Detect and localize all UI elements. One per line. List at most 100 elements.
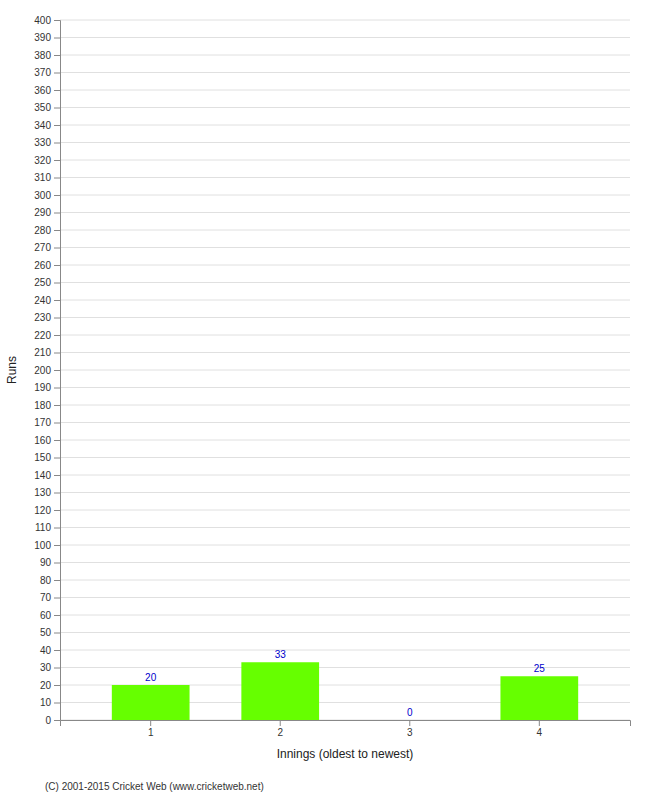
y-tick-label: 140: [34, 470, 51, 481]
bars: [112, 662, 578, 720]
y-tick-mark: [54, 545, 60, 546]
grid-line: [60, 352, 630, 353]
y-tick: 10: [40, 697, 60, 708]
y-tick-mark: [54, 528, 60, 529]
grid-line: [60, 125, 630, 126]
x-tick-label: 4: [537, 727, 543, 738]
y-tick-mark: [54, 720, 60, 721]
x-axis: 1234: [61, 720, 631, 738]
y-tick-label: 150: [34, 452, 51, 463]
x-tick-mark: [150, 720, 151, 726]
y-tick-mark: [54, 615, 60, 616]
y-tick-label: 30: [40, 662, 52, 673]
y-tick-label: 380: [34, 50, 51, 61]
grid-line: [60, 597, 630, 598]
y-tick-label: 190: [34, 382, 51, 393]
y-tick: 350: [34, 102, 60, 113]
y-tick-mark: [54, 125, 60, 126]
bar: [371, 720, 449, 721]
grid-line: [60, 212, 630, 213]
y-tick: 230: [34, 312, 60, 323]
grid-line: [60, 457, 630, 458]
y-tick-label: 80: [40, 575, 52, 586]
y-tick-mark: [54, 178, 60, 179]
y-tick: 60: [40, 610, 60, 621]
data-label: 33: [275, 649, 287, 660]
y-tick: 20: [40, 680, 60, 691]
y-tick: 260: [34, 260, 60, 271]
y-tick-label: 60: [40, 610, 52, 621]
y-tick-label: 250: [34, 277, 51, 288]
y-tick-mark: [54, 370, 60, 371]
y-tick: 90: [40, 557, 60, 568]
x-tick-label: 1: [148, 727, 154, 738]
y-tick-mark: [54, 283, 60, 284]
grid-line: [60, 317, 630, 318]
y-tick: 130: [34, 487, 60, 498]
grid-line: [60, 650, 630, 651]
y-tick-mark: [54, 668, 60, 669]
grid-line: [60, 370, 630, 371]
y-tick-mark: [54, 248, 60, 249]
y-tick-label: 230: [34, 312, 51, 323]
y-tick: 240: [34, 295, 60, 306]
y-axis: 0102030405060708090100110120130140150160…: [34, 15, 60, 726]
y-tick-mark: [54, 475, 60, 476]
y-tick-label: 290: [34, 207, 51, 218]
y-tick-label: 100: [34, 540, 51, 551]
y-tick: 180: [34, 400, 60, 411]
y-tick-label: 360: [34, 85, 51, 96]
grid-line: [60, 247, 630, 248]
y-tick-label: 210: [34, 347, 51, 358]
y-tick: 50: [40, 627, 60, 638]
y-tick: 0: [45, 715, 60, 726]
y-tick: 380: [34, 50, 60, 61]
data-label: 25: [534, 663, 546, 674]
y-tick-label: 260: [34, 260, 51, 271]
y-tick: 220: [34, 330, 60, 341]
y-tick-label: 90: [40, 557, 52, 568]
y-tick-mark: [54, 20, 60, 21]
y-tick-label: 350: [34, 102, 51, 113]
y-tick-mark: [54, 388, 60, 389]
y-tick-mark: [54, 160, 60, 161]
y-tick-label: 280: [34, 225, 51, 236]
y-tick-label: 180: [34, 400, 51, 411]
grid-line: [60, 230, 630, 231]
y-tick-mark: [54, 335, 60, 336]
grid-line: [60, 142, 630, 143]
y-tick-label: 130: [34, 487, 51, 498]
y-tick: 30: [40, 662, 60, 673]
y-tick: 340: [34, 120, 60, 131]
y-tick: 210: [34, 347, 60, 358]
y-tick: 400: [34, 15, 60, 26]
y-tick: 150: [34, 452, 60, 463]
y-tick-label: 400: [34, 15, 51, 26]
y-tick-label: 310: [34, 172, 51, 183]
grid-line: [60, 55, 630, 56]
y-tick-mark: [54, 580, 60, 581]
grid-line: [60, 72, 630, 73]
bar: [112, 685, 190, 720]
y-tick-label: 170: [34, 417, 51, 428]
grid-line: [60, 387, 630, 388]
y-tick: 390: [34, 32, 60, 43]
bar: [500, 676, 578, 720]
grid-line: [60, 177, 630, 178]
grid-line: [60, 492, 630, 493]
x-tick-mark: [409, 720, 410, 726]
y-tick-mark: [54, 423, 60, 424]
grid-line: [60, 422, 630, 423]
grid-line: [60, 195, 630, 196]
y-tick-mark: [54, 265, 60, 266]
y-tick: 250: [34, 277, 60, 288]
y-tick-label: 320: [34, 155, 51, 166]
data-label: 20: [145, 672, 157, 683]
plot-area: 2033025123401020304050607080901001101201…: [34, 15, 630, 738]
grid-line: [60, 107, 630, 108]
y-tick-label: 160: [34, 435, 51, 446]
y-tick-mark: [54, 213, 60, 214]
grid-line: [60, 335, 630, 336]
grid-line: [60, 20, 630, 21]
y-axis-line: [54, 21, 61, 721]
